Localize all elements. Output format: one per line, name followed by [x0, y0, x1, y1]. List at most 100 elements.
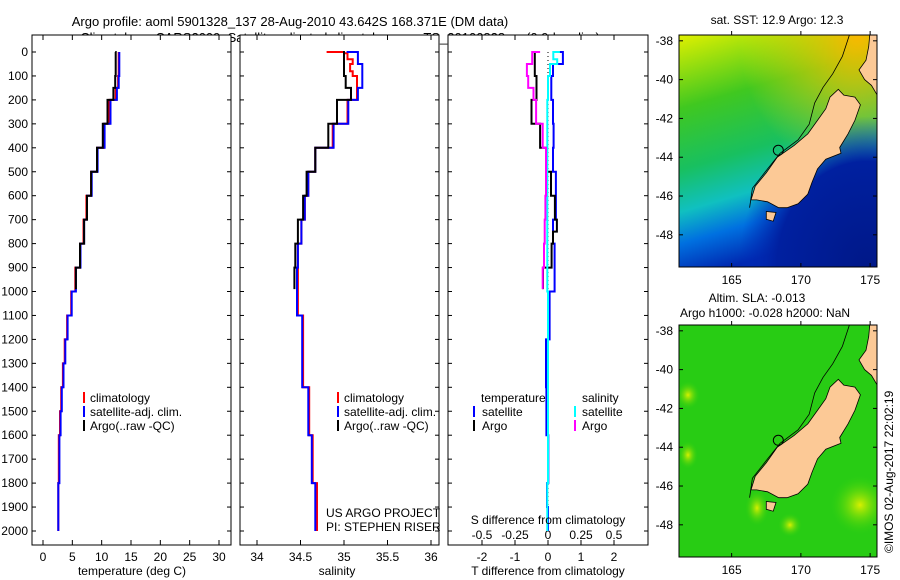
legend-swatch-argo [83, 420, 85, 431]
y-tick-label: 500 [8, 165, 28, 179]
south-island-land [750, 88, 861, 209]
s-tick-label: 0 [545, 528, 552, 542]
s-tick-label: -0.5 [472, 528, 493, 542]
x-tick-label: 0 [545, 550, 552, 564]
y-tick-label: 1600 [1, 428, 28, 442]
x-tick-label: 35.5 [376, 550, 400, 564]
y-tick-label: 300 [8, 117, 28, 131]
sla-anomaly-patch [679, 441, 698, 469]
imos-credit: ©IMOS 02-Aug-2017 22:02:19 [882, 390, 896, 553]
legend-label-s-argo: Argo [582, 419, 608, 433]
y-tick-label: 1100 [2, 308, 28, 322]
legend-label-t-argo: Argo [482, 419, 508, 433]
series-line-argo-raw-qc [293, 51, 352, 290]
y-tick-label: 1300 [1, 356, 28, 370]
series-line-salinity-argo [525, 51, 547, 290]
legend-heading-temperature: temperature [481, 391, 546, 405]
lon-tick-label: 170 [791, 273, 811, 287]
lat-tick-label: -46 [656, 189, 674, 203]
north-island-land [858, 35, 877, 96]
south-island-land [750, 378, 861, 499]
series-line-temperature-argo [530, 51, 558, 290]
y-tick-label: 1400 [1, 380, 28, 394]
y-tick-label: 2000 [1, 524, 28, 538]
x-axis-label-temperature: temperature (deg C) [78, 564, 186, 578]
lat-tick-label: -46 [656, 479, 674, 493]
pi-annotation: PI: STEPHEN RISER [326, 520, 441, 534]
legend-label-argo: Argo(..raw -QC) [90, 419, 175, 433]
sst-cold-region [679, 35, 877, 267]
sla-anomaly-patch [778, 513, 802, 537]
y-tick-label: 800 [8, 237, 28, 251]
legend-swatch-argo [337, 420, 339, 431]
sst-map: sat. SST: 12.9 Argo: 12.3 -38 -40 -42 -44 -4… [656, 13, 881, 287]
lat-tick-label: -42 [656, 111, 674, 125]
legend-label-satellite: satellite-adj. clim. [90, 405, 182, 419]
profile-panel-3: -2 -1 0 1 2 -0.5 -0.25 0 0.25 0.5 [447, 34, 649, 564]
sla-map-frame [678, 324, 878, 558]
lat-tick-label: -40 [656, 363, 674, 377]
sst-map-title: sat. SST: 12.9 Argo: 12.3 [711, 13, 844, 27]
s-tick-label: 0.25 [569, 528, 593, 542]
argo-location-marker [772, 144, 784, 156]
legend-swatch-satellite [337, 406, 339, 417]
temperature-legend: climatology satellite-adj. clim. Argo(..… [83, 391, 182, 433]
y-tick-label: 1000 [1, 285, 28, 299]
sla-anomaly-patch [745, 490, 769, 526]
y-tick-label: 200 [8, 93, 28, 107]
legend-heading-salinity: salinity [582, 391, 619, 405]
x-axis-label-t-difference: T difference from climatology [471, 564, 625, 578]
y-tick-label: 0 [21, 45, 28, 59]
lat-tick-label: -44 [656, 440, 674, 454]
argo-location-marker [772, 434, 784, 446]
sla-map-title-line2: Argo h1000: -0.028 h2000: NaN [680, 306, 850, 320]
s-difference-axis-label: S difference from climatology [471, 513, 626, 527]
y-tick-label: 400 [8, 141, 28, 155]
bathymetry-contour [749, 35, 850, 208]
figure-title-line1: Argo profile: aoml 5901328_137 28-Aug-20… [72, 14, 509, 29]
sst-map-frame [678, 34, 878, 268]
x-axis-label-salinity: salinity [319, 564, 356, 578]
lon-tick-label: 175 [860, 563, 880, 577]
stewart-island-land [765, 211, 777, 222]
y-tick-label: 1500 [1, 404, 28, 418]
series-line-argo-raw-qc [74, 51, 117, 290]
x-tick-label: -2 [477, 550, 488, 564]
lon-tick-label: 165 [722, 273, 742, 287]
plot-frame [31, 34, 232, 546]
lat-tick-label: -48 [656, 518, 674, 532]
stewart-island-land [765, 501, 777, 512]
legend-label-satellite: satellite-adj. clim. [344, 405, 436, 419]
x-tick-label: 25 [183, 550, 197, 564]
lat-tick-label: -38 [656, 34, 674, 48]
legend-swatch-t-argo [473, 420, 475, 431]
sla-map-title-line1: Altim. SLA: -0.013 [709, 291, 806, 305]
y-tick-label: 700 [8, 213, 28, 227]
x-tick-label: 20 [154, 550, 168, 564]
x-tick-label: 34 [250, 550, 264, 564]
project-annotation: US ARGO PROJECT [326, 506, 441, 520]
legend-swatch-s-argo [574, 420, 576, 431]
legend-swatch-t-satellite [473, 406, 475, 417]
s-tick-label: 0.5 [606, 528, 623, 542]
plot-frame [239, 34, 440, 546]
legend-swatch-climatology [83, 392, 85, 403]
y-tick-label: 1200 [1, 332, 28, 346]
lon-tick-label: 175 [860, 273, 880, 287]
sla-anomaly-patch [679, 381, 700, 409]
sla-anomaly-patch [830, 475, 877, 535]
north-island-land [858, 325, 877, 386]
legend-label-argo: Argo(..raw -QC) [344, 419, 429, 433]
lon-tick-label: 165 [722, 563, 742, 577]
x-tick-label: 36 [424, 550, 438, 564]
x-tick-label: 35 [337, 550, 351, 564]
lat-tick-label: -40 [656, 73, 674, 87]
y-tick-label: 100 [8, 69, 28, 83]
x-tick-label: 34.5 [289, 550, 313, 564]
x-tick-label: 15 [124, 550, 138, 564]
y-tick-label: 900 [8, 261, 28, 275]
legend-label-t-satellite: satellite [482, 405, 523, 419]
lat-tick-label: -44 [656, 150, 674, 164]
lat-tick-label: -42 [656, 401, 674, 415]
bathymetry-contour [749, 325, 850, 498]
